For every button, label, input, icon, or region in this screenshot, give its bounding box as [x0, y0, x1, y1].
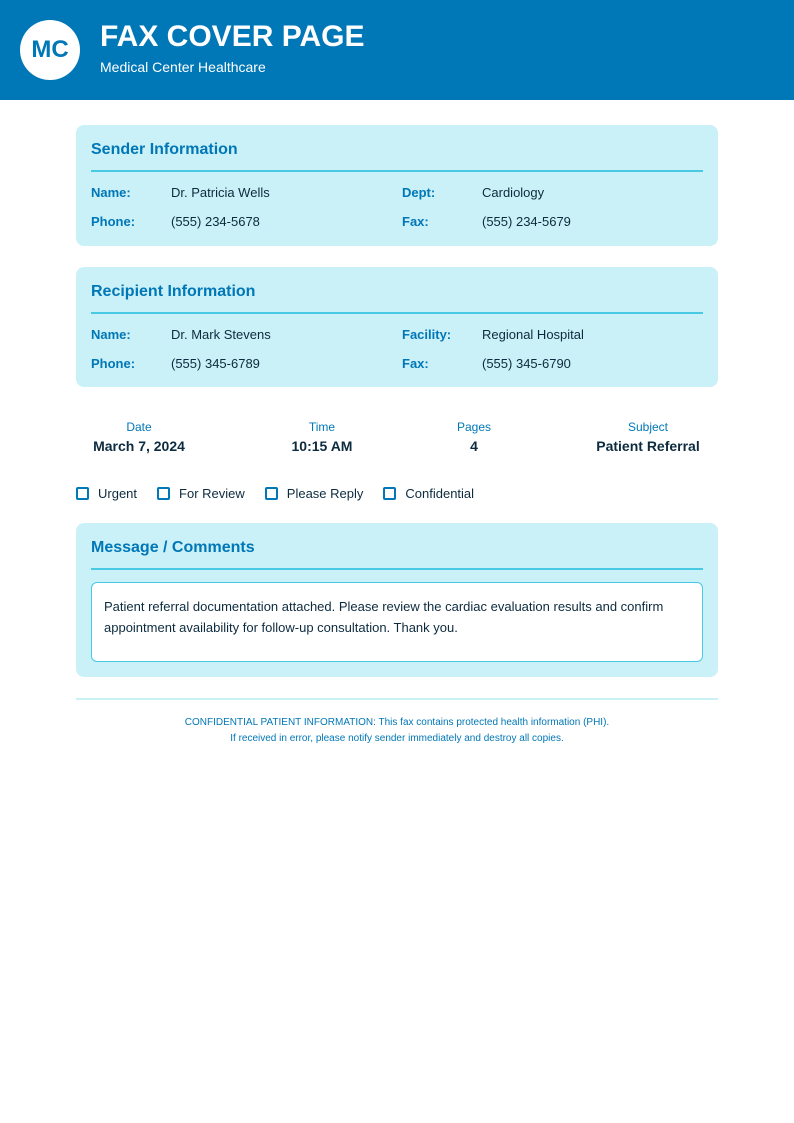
sender-phone-label: Phone: — [91, 214, 136, 229]
recipient-name-label: Name: — [91, 327, 131, 342]
message-card: Message / Comments Patient referral docu… — [76, 523, 718, 677]
footer-line-2: If received in error, please notify send… — [230, 733, 564, 744]
date-label: Date — [126, 420, 152, 434]
footer-line-1: CONFIDENTIAL PATIENT INFORMATION: This f… — [184, 717, 610, 728]
recipient-facility-label: Facility: — [402, 327, 452, 342]
pages-label: Pages — [456, 420, 492, 434]
recipient-card: Recipient Information Name: Dr. Mark Ste… — [76, 267, 718, 387]
checkbox-label: Confidential — [405, 486, 475, 501]
time-value: 10:15 AM — [291, 438, 353, 454]
checkbox-icon[interactable] — [76, 487, 89, 500]
sender-title: Sender Information — [91, 125, 703, 172]
recipient-facility: Regional Hospital — [482, 327, 584, 342]
date-field: Date March 7, 2024 — [91, 420, 187, 454]
checkbox-label: For Review — [179, 486, 245, 501]
message-title: Message / Comments — [91, 523, 703, 570]
confidentiality-notice: CONFIDENTIAL PATIENT INFORMATION: This f… — [0, 715, 794, 747]
message-body[interactable]: Patient referral documentation attached.… — [91, 582, 703, 662]
sender-fax-label: Fax: — [402, 214, 429, 229]
sender-fax: (555) 234-5679 — [482, 214, 571, 229]
subject-label: Subject — [627, 420, 669, 434]
time-label: Time — [308, 420, 336, 434]
sender-card: Sender Information Name: Dr. Patricia We… — [76, 125, 718, 246]
recipient-phone-label: Phone: — [91, 356, 136, 371]
sender-dept-label: Dept: — [402, 185, 436, 200]
logo: MC — [20, 20, 80, 80]
recipient-phone: (555) 345-6789 — [171, 356, 260, 371]
checkbox-icon[interactable] — [383, 487, 397, 500]
checkbox-confidential[interactable]: Confidential — [383, 486, 474, 501]
page-title: FAX COVER PAGE — [100, 19, 365, 53]
subject-value: Patient Referral — [596, 438, 700, 454]
time-field: Time 10:15 AM — [272, 420, 372, 454]
pages-field: Pages 4 — [434, 420, 514, 454]
recipient-name: Dr. Mark Stevens — [171, 327, 271, 342]
checkbox-group: Urgent For Review Please Reply Confident… — [76, 486, 494, 501]
checkbox-label: Urgent — [98, 486, 138, 501]
sender-phone: (555) 234-5678 — [171, 214, 260, 229]
checkbox-please-reply[interactable]: Please Reply — [264, 486, 364, 501]
checkbox-label: Please Reply — [286, 486, 364, 501]
recipient-title: Recipient Information — [91, 267, 703, 314]
checkbox-urgent[interactable]: Urgent — [76, 486, 137, 501]
header: MC FAX COVER PAGE Medical Center Healthc… — [0, 0, 794, 100]
pages-value: 4 — [470, 438, 478, 454]
checkbox-icon[interactable] — [157, 487, 171, 500]
sender-name-label: Name: — [91, 185, 131, 200]
footer-divider — [76, 698, 718, 700]
recipient-fax: (555) 345-6790 — [482, 356, 571, 371]
checkbox-icon[interactable] — [264, 487, 278, 500]
date-value: March 7, 2024 — [93, 438, 185, 454]
fax-details: Date March 7, 2024 Time 10:15 AM Pages 4… — [91, 420, 703, 460]
sender-name: Dr. Patricia Wells — [171, 185, 270, 200]
sender-dept: Cardiology — [482, 185, 545, 200]
organization-name: Medical Center Healthcare — [100, 58, 266, 75]
checkbox-for-review[interactable]: For Review — [157, 486, 245, 501]
subject-field: Subject Patient Referral — [589, 420, 707, 454]
recipient-fax-label: Fax: — [402, 356, 429, 371]
